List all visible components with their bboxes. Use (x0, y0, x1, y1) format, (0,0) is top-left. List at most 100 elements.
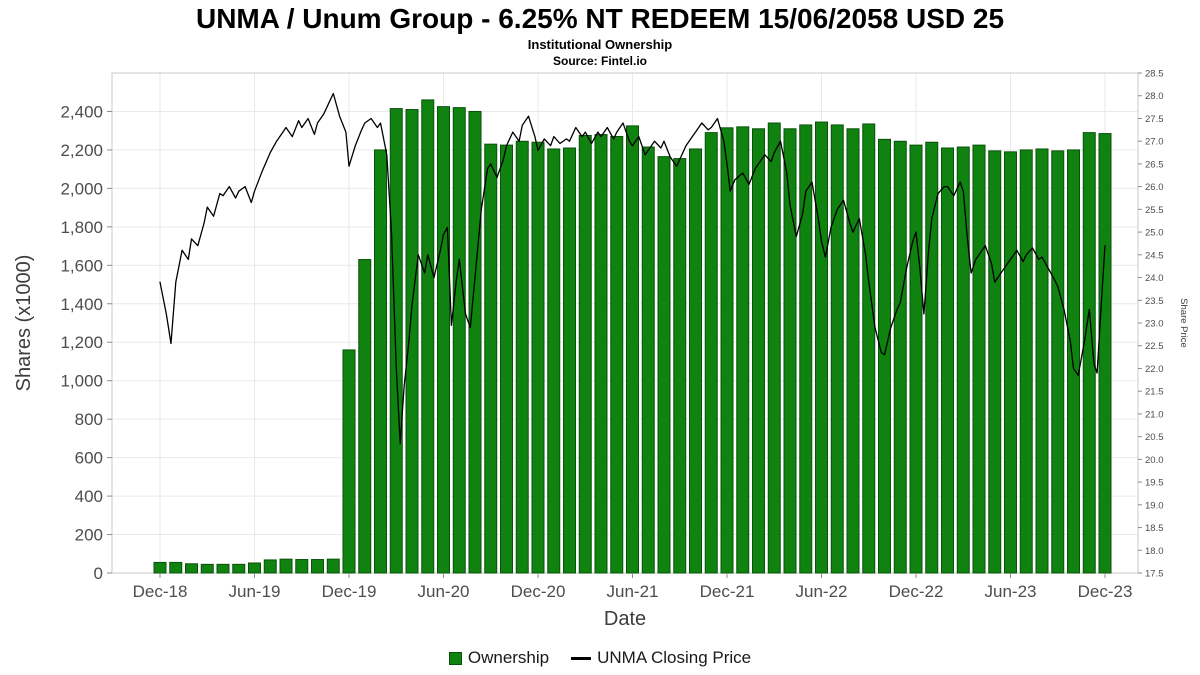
ownership-bar (1019, 149, 1033, 574)
x-tick-label: Jun-21 (607, 582, 659, 601)
right-tick-label: 28.5 (1145, 69, 1164, 80)
ownership-bar (799, 124, 813, 574)
right-tick-label: 26.0 (1145, 182, 1164, 193)
left-tick-label: 0 (94, 564, 103, 583)
ownership-bar (547, 148, 561, 574)
ownership-bar (830, 124, 844, 574)
ownership-bar (1067, 149, 1080, 574)
ownership-bar (185, 563, 198, 574)
price-line-swatch-icon (571, 656, 592, 660)
ownership-bar (405, 109, 419, 574)
chart-source: Source: Fintel.io (552, 53, 647, 68)
ownership-bar (563, 147, 576, 574)
ownership-bar (358, 259, 372, 574)
right-tick-label: 18.5 (1145, 523, 1164, 534)
chart-title: UNMA / Unum Group - 6.25% NT REDEEM 15/0… (195, 3, 1005, 34)
ownership-bar (689, 148, 702, 574)
ownership-bar (720, 127, 734, 574)
ownership-bar (1035, 148, 1049, 574)
ownership-bar (531, 141, 545, 574)
ownership-bar (594, 134, 608, 574)
legend-item-closing-price: UNMA Closing Price (571, 648, 751, 668)
ownership-bar (909, 144, 923, 574)
right-tick-label: 18.0 (1145, 546, 1164, 557)
ownership-bar (248, 562, 261, 574)
ownership-bar (893, 140, 907, 574)
right-tick-label: 27.0 (1145, 137, 1164, 148)
right-tick-label: 22.0 (1145, 364, 1164, 375)
left-tick-label: 1,400 (60, 295, 103, 314)
right-tick-label: 23.0 (1145, 319, 1164, 330)
ownership-bar (578, 135, 592, 574)
left-tick-label: 200 (75, 526, 103, 545)
ownership-bar (500, 144, 513, 574)
x-tick-label: Dec-23 (1078, 582, 1133, 601)
ownership-bar (484, 143, 498, 574)
left-tick-label: 1,000 (60, 372, 103, 391)
x-tick-label: Dec-20 (511, 582, 566, 601)
ownership-bar (972, 144, 986, 574)
ownership-bars (153, 99, 1112, 574)
ownership-bar (295, 559, 309, 574)
left-tick-label: 400 (75, 487, 103, 506)
ownership-bar (956, 146, 970, 574)
right-tick-label: 19.0 (1145, 500, 1164, 511)
ownership-bar (279, 558, 293, 574)
legend-item-ownership: Ownership (448, 648, 550, 668)
ownership-bar (216, 563, 230, 574)
right-tick-label: 25.0 (1145, 228, 1164, 239)
x-tick-label: Jun-22 (796, 582, 848, 601)
ownership-bar (1004, 151, 1017, 574)
ownership-bar (1082, 132, 1096, 574)
ownership-bar (389, 108, 403, 574)
ownership-bar (374, 149, 387, 574)
right-tick-label: 17.5 (1145, 569, 1164, 580)
left-tick-label: 800 (75, 410, 103, 429)
left-axis-title: Shares (x1000) (13, 255, 35, 392)
x-axis: Dec-18 Jun-19 Dec-19 Jun-20 Dec-20 Jun-21 Dec-… (133, 573, 1133, 601)
x-tick-label: Dec-21 (700, 582, 755, 601)
ownership-bar (862, 123, 876, 574)
ownership-bar (657, 156, 671, 574)
left-tick-label: 600 (75, 449, 103, 468)
ownership-bar (641, 146, 655, 574)
chart-subtitle: Institutional Ownership (527, 36, 673, 52)
right-tick-label: 20.0 (1145, 455, 1164, 466)
ownership-bar (767, 122, 781, 574)
left-tick-label: 1,600 (60, 256, 103, 275)
right-tick-label: 25.5 (1145, 205, 1164, 216)
ownership-bar (925, 141, 939, 574)
x-tick-label: Jun-19 (229, 582, 281, 601)
ownership-bar (515, 140, 529, 574)
ownership-bar (200, 563, 214, 574)
x-tick-label: Dec-22 (889, 582, 944, 601)
left-tick-label: 1,200 (60, 333, 103, 352)
right-tick-label: 21.5 (1145, 387, 1164, 398)
x-tick-label: Jun-20 (418, 582, 470, 601)
right-tick-label: 19.5 (1145, 478, 1164, 489)
x-tick-label: Dec-19 (322, 582, 377, 601)
x-axis-title: Date (604, 608, 646, 630)
ownership-bar (988, 150, 1002, 574)
ownership-bar (815, 121, 828, 574)
legend-label-closing-price: UNMA Closing Price (597, 648, 752, 667)
legend-label-ownership: Ownership (467, 648, 550, 667)
left-tick-label: 2,000 (60, 179, 103, 198)
left-tick-label: 2,400 (60, 102, 103, 121)
ownership-bar (1051, 150, 1065, 574)
ownership-bar (263, 559, 277, 574)
ownership-bar (1098, 133, 1112, 574)
x-tick-label: Dec-18 (133, 582, 188, 601)
ownership-bar (736, 126, 750, 574)
ownership-bar (673, 158, 687, 574)
right-tick-label: 26.5 (1145, 159, 1164, 170)
ownership-bar (783, 128, 797, 574)
right-tick-label: 21.0 (1145, 409, 1164, 420)
right-tick-label: 28.0 (1145, 91, 1164, 102)
chart-legend: Ownership UNMA Closing Price (0, 648, 1200, 668)
ownership-bar (452, 107, 466, 574)
ownership-bar (610, 135, 624, 574)
right-tick-label: 23.5 (1145, 296, 1164, 307)
